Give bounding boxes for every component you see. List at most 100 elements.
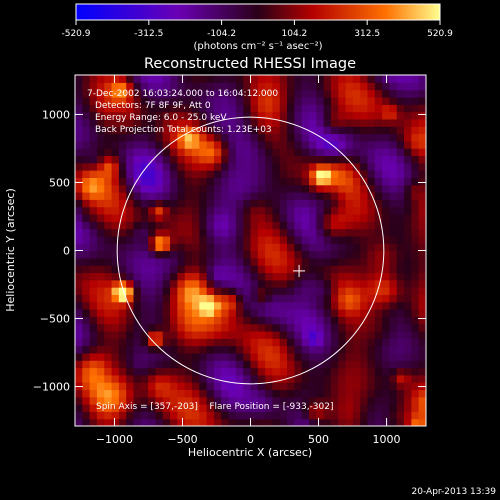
heatmap-cell xyxy=(294,155,303,164)
heatmap-cell xyxy=(111,75,120,83)
heatmap-cell xyxy=(360,228,369,237)
heatmap-cell xyxy=(243,330,252,339)
heatmap-cell xyxy=(404,374,412,383)
heatmap-cell xyxy=(184,345,193,354)
heatmap-cell xyxy=(330,374,339,383)
heatmap-cell xyxy=(404,330,412,339)
heatmap-cell xyxy=(133,287,142,295)
heatmap-cell xyxy=(82,323,91,332)
heatmap-cell xyxy=(118,257,127,266)
heatmap-cell xyxy=(272,126,281,135)
heatmap-cell xyxy=(411,352,420,361)
heatmap-cell xyxy=(221,82,230,91)
heatmap-cell xyxy=(213,82,222,91)
heatmap-cell xyxy=(104,404,113,412)
heatmap-cell xyxy=(111,243,120,252)
heatmap-cell xyxy=(126,345,135,354)
heatmap-cell xyxy=(243,272,252,281)
heatmap-cell xyxy=(118,126,127,135)
heatmap-cell xyxy=(257,352,266,361)
heatmap-cell xyxy=(396,118,405,127)
heatmap-cell xyxy=(279,345,288,354)
heatmap-cell xyxy=(148,206,157,215)
heatmap-cell xyxy=(192,155,200,164)
heatmap-cell xyxy=(140,206,149,215)
heatmap-cell xyxy=(155,104,164,113)
heatmap-cell xyxy=(170,228,178,237)
heatmap-cell xyxy=(133,89,142,98)
timestamp: 20-Apr-2013 13:39 xyxy=(412,487,497,497)
heatmap-cell xyxy=(206,316,215,325)
heatmap-cell xyxy=(170,396,178,405)
heatmap-cell xyxy=(330,75,339,83)
heatmap-cell xyxy=(316,367,325,376)
heatmap-cell xyxy=(418,228,426,237)
heatmap-cell xyxy=(279,126,288,135)
heatmap-cell xyxy=(213,133,222,142)
heatmap-cell xyxy=(235,418,244,426)
heatmap-cell xyxy=(228,367,237,376)
heatmap-cell xyxy=(82,374,91,383)
heatmap-cell xyxy=(338,265,347,274)
heatmap-cell xyxy=(287,228,295,237)
heatmap-cell xyxy=(148,104,157,113)
heatmap-cell xyxy=(177,118,186,127)
heatmap-cell xyxy=(140,301,149,310)
heatmap-cell xyxy=(330,352,339,361)
heatmap-cell xyxy=(243,104,252,113)
heatmap-cell xyxy=(323,279,332,288)
heatmap-cell xyxy=(75,221,83,230)
heatmap-cell xyxy=(367,82,376,91)
heatmap-cell xyxy=(206,206,215,215)
heatmap-cell xyxy=(418,404,426,412)
heatmap-cell xyxy=(206,104,215,113)
heatmap-cell xyxy=(257,396,266,405)
heatmap-cell xyxy=(170,89,178,98)
heatmap-cell xyxy=(250,250,259,259)
heatmap-cell xyxy=(352,192,361,200)
heatmap-cell xyxy=(133,404,142,412)
heatmap-cell xyxy=(301,382,310,391)
heatmap-cell xyxy=(352,330,361,339)
heatmap-cell xyxy=(374,177,383,186)
heatmap-cell xyxy=(184,111,193,120)
heatmap-cell xyxy=(199,374,208,383)
heatmap-cell xyxy=(206,338,215,347)
heatmap-cell xyxy=(213,177,222,186)
heatmap-cell xyxy=(316,250,325,259)
heatmap-cell xyxy=(250,140,259,149)
heatmap-cell xyxy=(235,345,244,354)
heatmap-cell xyxy=(126,323,135,332)
heatmap-cell xyxy=(192,287,200,295)
heatmap-cell xyxy=(133,338,142,347)
heatmap-cell xyxy=(111,104,120,113)
heatmap-cell xyxy=(404,184,412,193)
heatmap-cell xyxy=(118,213,127,222)
heatmap-cell xyxy=(228,221,237,230)
heatmap-cell xyxy=(323,316,332,325)
heatmap-cell xyxy=(257,75,266,83)
heatmap-cell xyxy=(118,250,127,259)
heatmap-cell xyxy=(418,235,426,244)
heatmap-cell xyxy=(96,396,105,405)
heatmap-cell xyxy=(411,374,420,383)
heatmap-cell xyxy=(345,111,354,120)
heatmap-cell xyxy=(96,192,105,200)
heatmap-cell xyxy=(75,265,83,274)
heatmap-cell xyxy=(177,389,186,398)
heatmap-cell xyxy=(184,316,193,325)
heatmap-cell xyxy=(418,213,426,222)
heatmap-cell xyxy=(404,352,412,361)
heatmap-cell xyxy=(235,279,244,288)
heatmap-cell xyxy=(177,382,186,391)
heatmap-cell xyxy=(140,345,149,354)
heatmap-cell xyxy=(360,148,369,157)
heatmap-cell xyxy=(206,96,215,105)
heatmap-cell xyxy=(287,396,295,405)
heatmap-cell xyxy=(316,382,325,391)
x-tick-label: −1000 xyxy=(96,433,133,446)
heatmap-cell xyxy=(82,177,91,186)
heatmap-cell xyxy=(360,301,369,310)
heatmap-cell xyxy=(294,118,303,127)
heatmap-cell xyxy=(389,118,398,127)
